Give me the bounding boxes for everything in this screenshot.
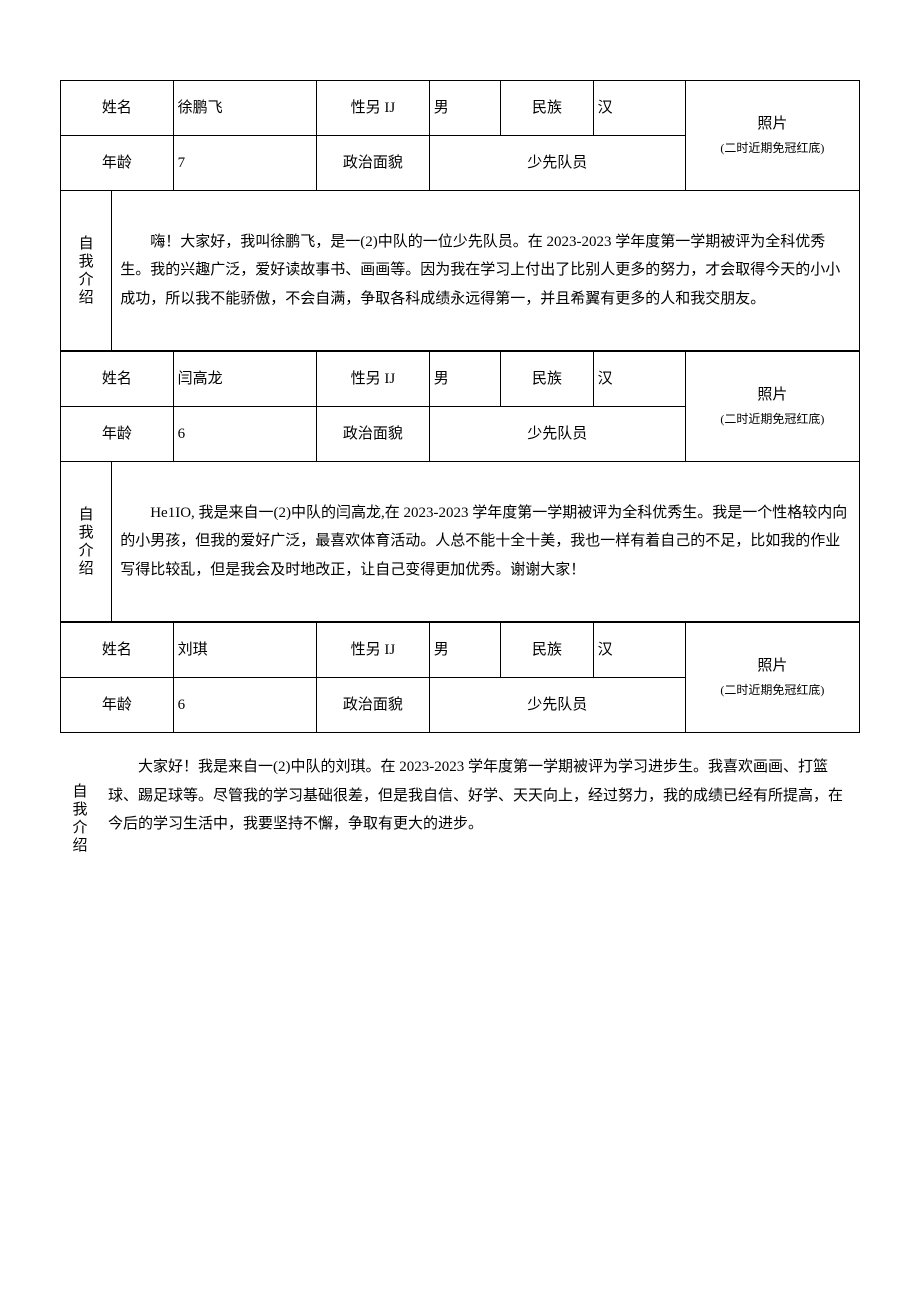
ethnicity-label: 民族 — [501, 623, 593, 678]
age-label: 年龄 — [61, 407, 174, 462]
gender-label: 性另 IJ — [317, 81, 430, 136]
photo-note: (二时近期免冠红底) — [686, 680, 859, 702]
intro-text: He1IO, 我是来自一(2)中队的闫高龙,在 2023-2023 学年度第一学… — [112, 487, 859, 597]
student-block-2: 姓名 闫高龙 性另 IJ 男 民族 汉 照片 (二时近期免冠红底) 年龄 6 政… — [60, 351, 860, 622]
intro-char: 我 — [72, 801, 87, 819]
age-value: 6 — [173, 678, 316, 733]
age-label: 年龄 — [61, 678, 174, 733]
name-label: 姓名 — [61, 81, 174, 136]
photo-cell: 照片 (二时近期免冠红底) — [685, 81, 859, 191]
political-label: 政治面貌 — [317, 678, 430, 733]
gender-value: 男 — [429, 81, 501, 136]
name-label: 姓名 — [61, 352, 174, 407]
gender-value: 男 — [429, 623, 501, 678]
intro-char: 绍 — [79, 560, 94, 578]
intro-char: 介 — [79, 271, 94, 289]
photo-cell: 照片 (二时近期免冠红底) — [685, 623, 859, 733]
intro-text: 嗨！大家好，我叫徐鹏飞，是一(2)中队的一位少先队员。在 2023-2023 学… — [112, 216, 859, 326]
gender-label: 性另 IJ — [317, 623, 430, 678]
intro-text-cell: He1IO, 我是来自一(2)中队的闫高龙,在 2023-2023 学年度第一学… — [112, 462, 860, 622]
gender-label: 性另 IJ — [317, 352, 430, 407]
political-label: 政治面貌 — [317, 407, 430, 462]
age-label: 年龄 — [61, 136, 174, 191]
ethnicity-value: 汉 — [593, 352, 685, 407]
intro-char: 绍 — [79, 289, 94, 307]
ethnicity-label: 民族 — [501, 352, 593, 407]
student-table-2: 姓名 闫高龙 性另 IJ 男 民族 汉 照片 (二时近期免冠红底) 年龄 6 政… — [60, 351, 860, 622]
intro-label: 自 我 介 绍 — [61, 191, 112, 351]
political-label: 政治面貌 — [317, 136, 430, 191]
photo-cell: 照片 (二时近期免冠红底) — [685, 352, 859, 462]
intro-char: 我 — [79, 253, 94, 271]
name-label: 姓名 — [61, 623, 174, 678]
photo-label: 照片 — [686, 653, 859, 680]
detached-intro-3: 自 我 介 绍 大家好！我是来自一(2)中队的刘琪。在 2023-2023 学年… — [60, 753, 860, 855]
intro-char: 自 — [79, 235, 94, 253]
intro-char: 我 — [79, 524, 94, 542]
ethnicity-value: 汉 — [593, 81, 685, 136]
photo-note: (二时近期免冠红底) — [686, 138, 859, 160]
ethnicity-value: 汉 — [593, 623, 685, 678]
age-value: 7 — [173, 136, 316, 191]
ethnicity-label: 民族 — [501, 81, 593, 136]
intro-char: 自 — [79, 506, 94, 524]
political-value: 少先队员 — [429, 678, 685, 733]
intro-label: 自 我 介 绍 — [61, 462, 112, 622]
intro-text: 大家好！我是来自一(2)中队的刘琪。在 2023-2023 学年度第一学期被评为… — [100, 753, 860, 855]
gender-value: 男 — [429, 352, 501, 407]
intro-label: 自 我 介 绍 — [60, 753, 100, 855]
name-value: 徐鹏飞 — [173, 81, 316, 136]
political-value: 少先队员 — [429, 136, 685, 191]
name-value: 刘琪 — [173, 623, 316, 678]
age-value: 6 — [173, 407, 316, 462]
intro-char: 介 — [72, 819, 87, 837]
intro-text-cell: 嗨！大家好，我叫徐鹏飞，是一(2)中队的一位少先队员。在 2023-2023 学… — [112, 191, 860, 351]
political-value: 少先队员 — [429, 407, 685, 462]
intro-char: 介 — [79, 542, 94, 560]
student-block-3: 姓名 刘琪 性另 IJ 男 民族 汉 照片 (二时近期免冠红底) 年龄 6 政治… — [60, 622, 860, 733]
photo-label: 照片 — [686, 111, 859, 138]
intro-char: 绍 — [72, 837, 87, 855]
intro-char: 自 — [72, 783, 87, 801]
photo-label: 照片 — [686, 382, 859, 409]
photo-note: (二时近期免冠红底) — [686, 409, 859, 431]
student-block-1: 姓名 徐鹏飞 性另 IJ 男 民族 汉 照片 (二时近期免冠红底) 年龄 7 政… — [60, 80, 860, 351]
student-table-3: 姓名 刘琪 性另 IJ 男 民族 汉 照片 (二时近期免冠红底) 年龄 6 政治… — [60, 622, 860, 733]
name-value: 闫高龙 — [173, 352, 316, 407]
student-table-1: 姓名 徐鹏飞 性另 IJ 男 民族 汉 照片 (二时近期免冠红底) 年龄 7 政… — [60, 80, 860, 351]
